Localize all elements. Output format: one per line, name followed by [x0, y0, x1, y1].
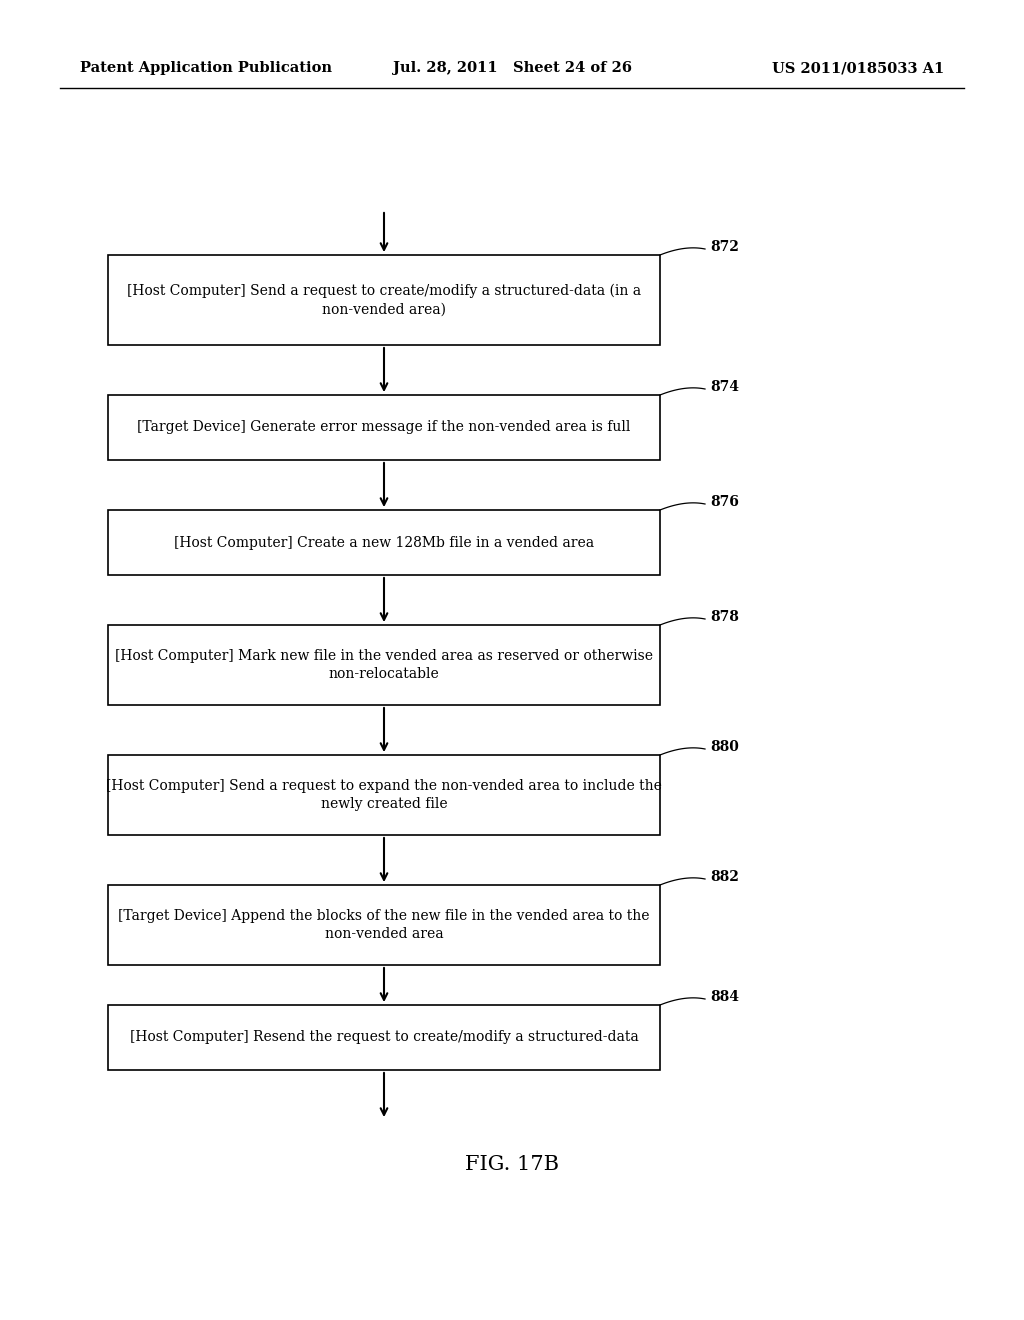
Text: 882: 882	[710, 870, 739, 884]
Text: 884: 884	[710, 990, 739, 1005]
Bar	[108, 510, 660, 576]
Text: [Host Computer] Mark new file in the vended area as reserved or otherwise
non-re: [Host Computer] Mark new file in the ven…	[115, 649, 653, 681]
Bar	[108, 255, 660, 345]
Text: Patent Application Publication: Patent Application Publication	[80, 61, 332, 75]
Text: 876: 876	[710, 495, 739, 510]
Text: 874: 874	[710, 380, 739, 393]
Text: US 2011/0185033 A1: US 2011/0185033 A1	[772, 61, 944, 75]
Bar	[108, 624, 660, 705]
Bar	[108, 1005, 660, 1071]
Text: [Target Device] Append the blocks of the new file in the vended area to the
non-: [Target Device] Append the blocks of the…	[118, 908, 650, 941]
Text: 880: 880	[710, 741, 739, 754]
Text: 878: 878	[710, 610, 739, 624]
Text: FIG. 17B: FIG. 17B	[465, 1155, 559, 1175]
Text: [Host Computer] Create a new 128Mb file in a vended area: [Host Computer] Create a new 128Mb file …	[174, 536, 594, 549]
Text: 872: 872	[710, 240, 739, 253]
Text: [Host Computer] Send a request to create/modify a structured-data (in a
non-vend: [Host Computer] Send a request to create…	[127, 284, 641, 317]
Text: [Target Device] Generate error message if the non-vended area is full: [Target Device] Generate error message i…	[137, 421, 631, 434]
Bar	[108, 395, 660, 459]
Text: Jul. 28, 2011   Sheet 24 of 26: Jul. 28, 2011 Sheet 24 of 26	[392, 61, 632, 75]
Bar	[108, 884, 660, 965]
Text: [Host Computer] Resend the request to create/modify a structured-data: [Host Computer] Resend the request to cr…	[130, 1031, 638, 1044]
Text: [Host Computer] Send a request to expand the non-vended area to include the
newl: [Host Computer] Send a request to expand…	[106, 779, 662, 812]
Bar	[108, 755, 660, 836]
